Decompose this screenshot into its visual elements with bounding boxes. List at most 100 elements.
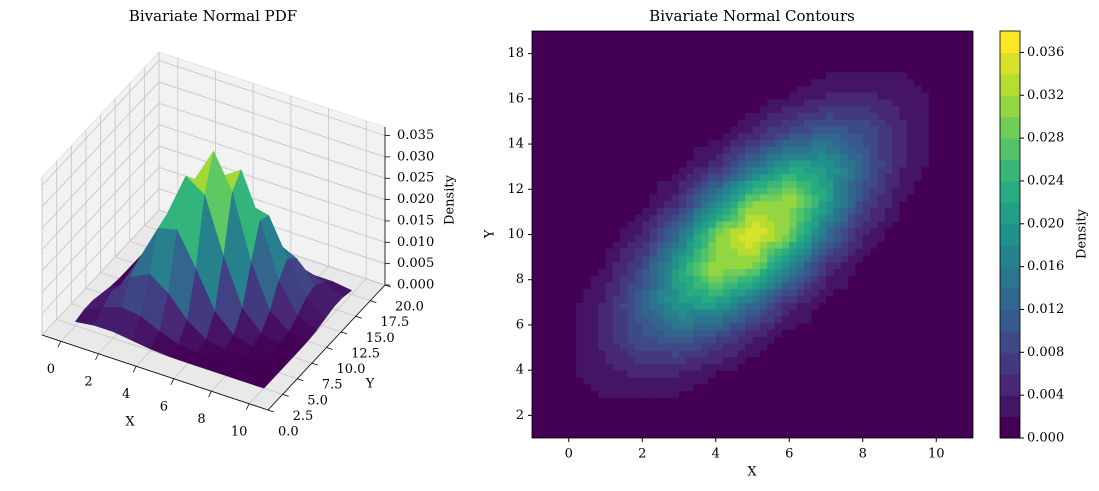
- contour-cell: [884, 288, 893, 297]
- contour-cell: [656, 139, 665, 147]
- contour-cell: [605, 159, 614, 168]
- contour-cell: [590, 180, 599, 188]
- colorbar-band: [1000, 266, 1020, 289]
- contour-cell: [642, 315, 651, 324]
- contour-cell: [737, 281, 746, 290]
- contour-cell: [818, 166, 827, 175]
- contour-cell: [914, 139, 923, 147]
- contour-cell: [892, 119, 901, 127]
- contour-cell: [752, 383, 761, 392]
- contour-cell: [598, 248, 607, 256]
- contour-cell: [708, 153, 717, 161]
- contour-cell: [789, 275, 798, 283]
- contour-cell: [649, 254, 658, 263]
- contour-cell: [774, 336, 783, 344]
- contour-cell: [862, 397, 871, 405]
- contour-cell: [583, 139, 592, 147]
- contour-cell: [620, 105, 629, 113]
- contour-cell: [899, 119, 908, 127]
- contour-cell: [708, 78, 717, 86]
- contour-cell: [723, 220, 732, 229]
- contour-cell: [818, 343, 827, 351]
- contour-cell: [767, 356, 776, 364]
- contour-cell: [598, 322, 607, 331]
- contour-cell: [568, 85, 577, 93]
- contour-cell: [686, 397, 695, 405]
- contour-cell: [627, 356, 636, 364]
- contour-cell: [877, 343, 886, 351]
- contour-cell: [774, 302, 783, 310]
- contour-cell: [848, 180, 856, 188]
- contour-cell: [774, 241, 783, 249]
- contour-cell: [752, 315, 761, 324]
- contour-cell: [914, 78, 923, 86]
- contour-cell: [752, 241, 761, 249]
- contour-cell: [899, 173, 908, 181]
- contour-cell: [612, 363, 621, 371]
- grid-line: [41, 81, 160, 208]
- contour-cell: [620, 241, 629, 249]
- contour-cell: [730, 71, 739, 80]
- contour-cell: [877, 281, 886, 290]
- contour-cell: [583, 254, 592, 263]
- contour-cell: [840, 309, 849, 317]
- x-tick-label: 8: [859, 447, 867, 462]
- contour-cell: [855, 288, 864, 297]
- contour-cell: [612, 146, 621, 154]
- contour-cell: [848, 98, 856, 107]
- contour-cell: [737, 295, 746, 303]
- contour-cell: [693, 159, 702, 168]
- contour-cell: [701, 329, 709, 337]
- contour-cell: [737, 139, 746, 147]
- contour-cell: [693, 166, 702, 175]
- contour-cell: [833, 248, 842, 256]
- contour-cell: [715, 302, 724, 310]
- contour-cell: [737, 98, 746, 107]
- colorbar-tick-label: 0.008: [1027, 345, 1064, 360]
- contour-cell: [796, 139, 805, 147]
- contour-cell: [774, 85, 783, 93]
- contour-cell: [715, 363, 724, 371]
- contour-cell: [605, 309, 614, 317]
- contour-cell: [590, 343, 599, 351]
- contour-cell: [634, 370, 643, 378]
- contour-cell: [789, 220, 798, 229]
- contour-cell: [840, 173, 849, 181]
- contour-cell: [789, 200, 798, 208]
- contour-cell: [642, 363, 651, 371]
- contour-cell: [811, 71, 820, 80]
- contour-cell: [745, 78, 754, 86]
- contour-cell: [737, 397, 746, 405]
- contour-cell: [921, 329, 930, 337]
- contour-cell: [781, 322, 790, 331]
- contour-cell: [693, 288, 702, 297]
- contour-cell: [774, 119, 783, 127]
- contour-cell: [598, 261, 607, 270]
- grid-line: [41, 209, 160, 336]
- contour-cell: [568, 71, 577, 80]
- contour-cell: [737, 248, 746, 256]
- contour-cell: [693, 139, 702, 147]
- contour-cell: [701, 383, 709, 392]
- contour-cell: [803, 275, 812, 283]
- contour-cell: [870, 248, 879, 256]
- contour-cell: [568, 132, 577, 141]
- contour-cell: [686, 214, 695, 222]
- contour-cell: [737, 64, 746, 73]
- contour-cell: [921, 356, 930, 364]
- contour-cell: [833, 98, 842, 107]
- contour-cell: [708, 248, 717, 256]
- contour-cell: [664, 268, 673, 276]
- contour-cell: [921, 105, 930, 113]
- contour-cell: [774, 187, 783, 195]
- contour-cell: [928, 227, 937, 236]
- contour-cell: [921, 85, 930, 93]
- contour-cell: [620, 98, 629, 107]
- contour-cell: [649, 139, 658, 147]
- contour-cell: [803, 105, 812, 113]
- contour-cell: [730, 302, 739, 310]
- x-tick-label: 0: [47, 362, 55, 377]
- contour-cell: [752, 112, 761, 120]
- contour-cell: [568, 397, 577, 405]
